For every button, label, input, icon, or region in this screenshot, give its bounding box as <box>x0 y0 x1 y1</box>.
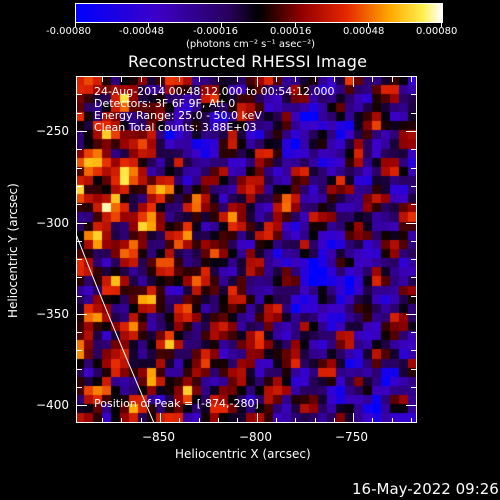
timestamp: 16-May-2022 09:26 <box>352 480 499 498</box>
colorbar-tick-label: -0.00080 <box>46 26 91 37</box>
info-energy-range: Energy Range: 25.0 - 50.0 keV <box>94 109 262 122</box>
colorbar-unit-label: (photons cm⁻² s⁻¹ asec⁻²) <box>186 39 316 50</box>
x-tick-label: −750 <box>335 430 368 444</box>
y-tick-label: −300 <box>36 216 69 230</box>
colorbar-tick-label: 0.00080 <box>416 26 458 37</box>
y-axis-label: Heliocentric Y (arcsec) <box>6 183 20 318</box>
x-tick-label: −850 <box>142 430 175 444</box>
colorbar-tick-label: 0.00016 <box>270 26 312 37</box>
peak-position-text: Position of Peak = [-874,-280] <box>94 397 259 410</box>
colorbar-tick-label: 0.00048 <box>343 26 385 37</box>
y-tick-label: −350 <box>36 307 69 321</box>
info-detectors: Detectors: 3F 6F 9F, Att 0 <box>94 97 236 110</box>
y-tick-label: −250 <box>36 124 69 138</box>
info-time-range: 24-Aug-2014 00:48:12.000 to 00:54:12.000 <box>94 85 335 98</box>
colorbar-ticks <box>75 22 442 27</box>
colorbar-gradient <box>75 3 443 23</box>
solar-limb-line <box>76 233 155 423</box>
observation-info: 24-Aug-2014 00:48:12.000 to 00:54:12.000… <box>94 86 335 134</box>
rhessi-image <box>76 76 417 423</box>
colorbar-tick-label: -0.00048 <box>119 26 164 37</box>
x-axis-label: Heliocentric X (arcsec) <box>175 447 311 461</box>
colorbar-tick-label: -0.00016 <box>193 26 238 37</box>
plot-title: Reconstructed RHESSI Image <box>128 52 368 71</box>
y-tick-label: −400 <box>36 398 69 412</box>
x-tick-label: −800 <box>239 430 272 444</box>
info-total-counts: Clean Total counts: 3.88E+03 <box>94 121 257 134</box>
